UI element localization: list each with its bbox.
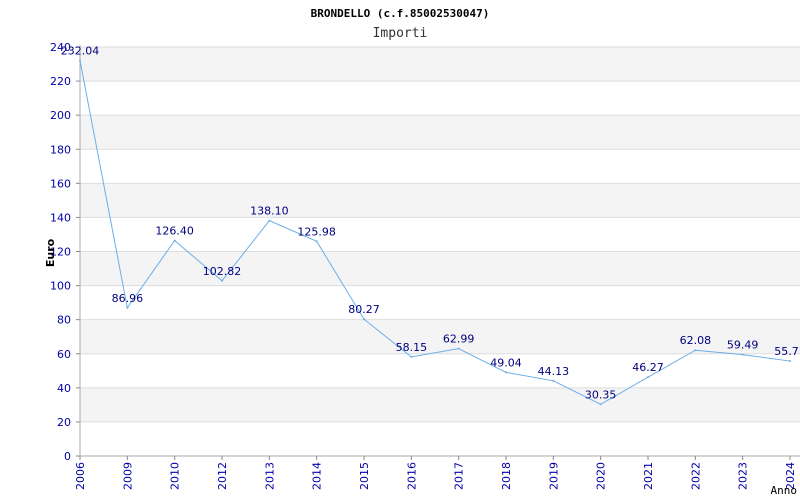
y-tick-label: 180 [50,143,71,156]
plot-band [80,387,800,422]
data-point [221,279,223,282]
data-point [457,347,460,350]
y-tick-labels: 0 20 40 60 80 100 120 140 160 180 200 220 240 [50,41,71,463]
plot-band [80,183,800,218]
data-label: 44.13 [538,365,570,378]
plot-band [80,285,800,320]
data-label: 126.40 [155,225,194,238]
y-tick-label: 100 [50,280,71,293]
y-tick-label: 80 [57,314,71,327]
data-label: 59.49 [727,339,759,352]
x-tick-label: 2019 [547,462,560,490]
x-tick-label: 2022 [689,462,702,490]
plot-band [80,47,800,82]
data-label: 62.08 [680,334,712,347]
plot-band [80,81,800,116]
data-point [126,306,129,309]
data-label: 55.71 [774,345,800,358]
y-tick-label: 120 [50,246,71,259]
data-label: 102.82 [203,265,242,278]
data-point [268,219,271,222]
x-tick-label: 2009 [121,462,134,490]
y-tick-label: 140 [50,211,71,224]
data-label: 62.99 [443,333,475,346]
data-point [694,349,697,352]
plot-band [80,149,800,184]
plot-band [80,217,800,252]
axes [76,45,800,460]
plot-bands [80,47,800,456]
x-tick-label: 2010 [169,462,182,490]
data-point [741,353,744,356]
x-tick-label: 2023 [737,462,750,490]
data-point [599,403,602,406]
data-labels: 232.04 86.96 126.40 102.82 138.10 125.98 80.27… [61,45,800,402]
data-point [173,239,176,242]
plot-band [80,115,800,150]
y-tick-label: 40 [57,382,71,395]
x-tick-label: 2015 [358,462,371,490]
x-tick-label: 2017 [453,462,466,490]
y-tick-label: 240 [50,41,71,54]
y-tick-label: 200 [50,109,71,122]
x-tick-label: 2020 [595,462,608,490]
x-tick-label: 2013 [263,462,276,490]
y-tick-label: 0 [64,450,71,463]
data-label: 125.98 [297,225,336,238]
data-label: 80.27 [348,303,380,316]
y-tick-label: 60 [57,348,71,361]
data-label: 86.96 [112,292,144,305]
data-point [552,379,555,382]
data-point [789,360,791,363]
x-axis-title: Anno [771,484,798,497]
x-tick-label: 2018 [500,462,513,490]
data-point [505,371,507,374]
data-label: 30.35 [585,388,617,401]
data-label: 49.04 [490,356,522,369]
data-label: 58.15 [396,341,428,354]
chart-title: BRONDELLO (c.f.85002530047) [311,7,490,20]
y-tick-label: 160 [50,177,71,190]
y-axis-title: Euro [44,238,57,267]
x-tick-labels: 2006 2009 2010 2012 2013 2014 2015 2016 2017 2018… [74,462,797,490]
y-tick-label: 220 [50,75,71,88]
series-line [79,59,791,406]
plot-band [80,353,800,388]
chart-subtitle: Importi [373,26,428,41]
plot-band [80,319,800,354]
data-point [79,59,81,62]
y-tick-label: 20 [57,416,71,429]
data-point [410,355,413,358]
data-point [647,376,649,379]
series-polyline [79,60,791,405]
x-tick-label: 2024 [784,462,797,490]
x-tick-label: 2012 [216,462,229,490]
x-tick-label: 2021 [642,462,655,490]
plot-band [80,251,800,286]
data-label: 138.10 [250,205,289,218]
data-label: 232.04 [61,45,100,58]
x-tick-label: 2016 [405,462,418,490]
x-tick-label: 2014 [311,462,324,490]
data-point [315,240,318,243]
data-label: 46.27 [632,361,664,374]
plot-band [80,421,800,456]
data-point [363,318,365,321]
x-tick-label: 2006 [74,462,87,490]
